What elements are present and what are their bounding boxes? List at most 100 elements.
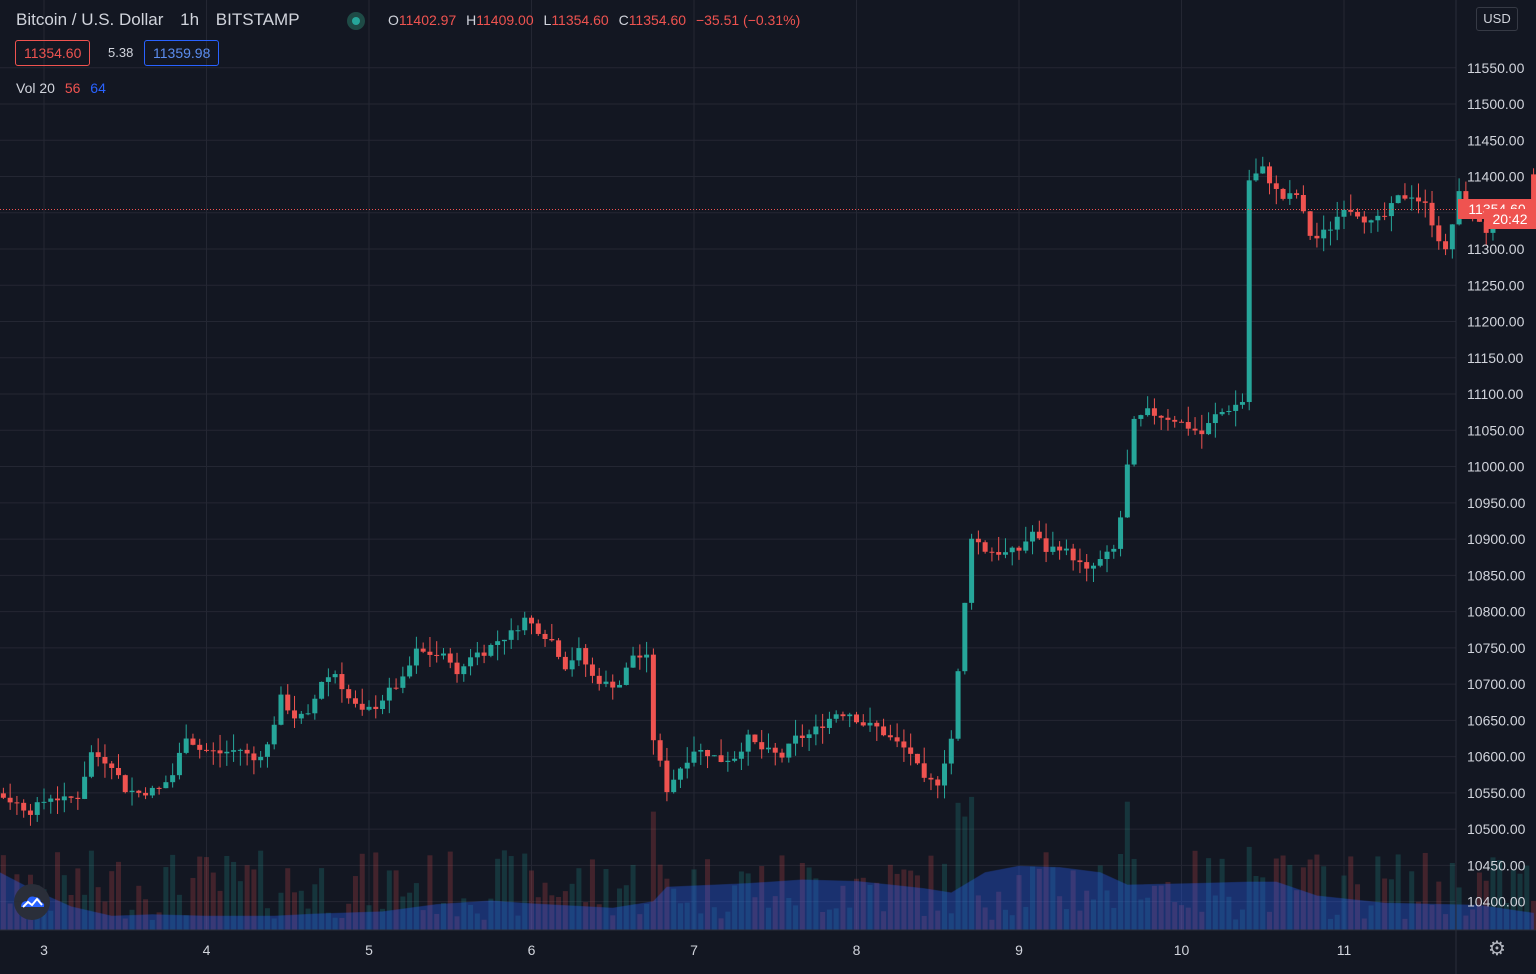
volume-bar [1226, 896, 1232, 930]
volume-bar [1280, 855, 1286, 930]
volume-bar [732, 885, 738, 930]
volume-bar [0, 855, 6, 930]
volume-legend[interactable]: Vol 20 56 64 [16, 80, 106, 96]
volume-bar [271, 918, 277, 930]
candle-body [637, 655, 643, 658]
volume-series [0, 796, 1536, 930]
volume-bar [1341, 875, 1347, 930]
volume-bar [231, 861, 237, 930]
volume-value-a: 56 [64, 80, 81, 96]
y-tick-label: 10700.00 [1467, 676, 1526, 692]
candle-body [623, 667, 629, 685]
y-tick-label: 10850.00 [1467, 567, 1526, 583]
candle-body [1165, 417, 1171, 420]
volume-bar [217, 890, 223, 930]
candle-body [359, 703, 365, 710]
volume-bar [698, 913, 704, 930]
volume-bar [1382, 878, 1388, 930]
volume-bar [1463, 915, 1469, 930]
candle-body [874, 722, 880, 727]
ask-button[interactable]: 11359.98 [144, 40, 220, 66]
volume-bar [549, 895, 555, 930]
candle-body [1145, 408, 1151, 416]
candle-body [34, 802, 40, 815]
candle-body [1422, 201, 1428, 203]
candle-body [1124, 464, 1130, 518]
volume-bar [1138, 899, 1144, 930]
volume-bar [935, 910, 941, 930]
candle-body [109, 763, 115, 768]
candle-body [156, 787, 162, 789]
candle-body [1382, 215, 1388, 217]
candle-body [1226, 410, 1232, 412]
symbol-name: Bitcoin / U.S. Dollar [16, 10, 164, 29]
candle-body [630, 655, 636, 668]
y-tick-label: 11150.00 [1467, 350, 1524, 366]
volume-bar [908, 870, 914, 930]
y-tick-label: 10750.00 [1467, 640, 1526, 656]
volume-bar [393, 870, 399, 930]
volume-bar [1036, 868, 1042, 930]
candle-body [908, 747, 914, 754]
candle-body [136, 790, 142, 793]
volume-bar [434, 913, 440, 930]
y-tick-label: 10950.00 [1467, 495, 1526, 511]
candle-body [1395, 195, 1401, 204]
volume-bar [637, 914, 643, 930]
candle-body [420, 648, 426, 652]
volume-bar [440, 902, 446, 930]
volume-bar [1118, 853, 1124, 930]
volume-bar [793, 905, 799, 930]
candle-body [122, 775, 128, 793]
volume-bar [237, 881, 243, 930]
volume-bar [325, 912, 331, 930]
volume-bar [1443, 914, 1449, 930]
volume-bar [264, 908, 270, 930]
currency-button[interactable]: USD [1476, 7, 1518, 31]
tradingview-cloud-icon[interactable] [14, 884, 50, 920]
volume-bar [204, 857, 209, 930]
volume-bar [833, 908, 839, 930]
candle-body [0, 793, 6, 798]
volume-bar [711, 907, 717, 930]
candle-body [508, 630, 514, 640]
candle-body [1084, 562, 1090, 569]
candle-body [1104, 551, 1110, 560]
volume-bar [115, 861, 121, 930]
volume-bar [21, 913, 27, 930]
volume-bar [989, 919, 995, 930]
open-label: O [388, 12, 399, 28]
candle-body [989, 551, 995, 553]
candle-body [1199, 430, 1205, 435]
candle-body [488, 644, 494, 656]
volume-bar [1063, 909, 1069, 930]
candle-body [346, 689, 352, 699]
bid-button[interactable]: 11354.60 [15, 40, 91, 66]
volume-bar [1355, 884, 1361, 930]
candle-body [1192, 428, 1198, 431]
volume-bar [346, 903, 352, 930]
volume-bar [650, 811, 656, 930]
market-status-icon[interactable] [347, 12, 365, 30]
volume-bar [61, 875, 67, 930]
volume-bar [1070, 870, 1076, 930]
volume-bar [481, 919, 487, 930]
candle-body [474, 652, 480, 658]
volume-bar [664, 878, 670, 930]
symbol-title[interactable]: Bitcoin / U.S. Dollar 1h BITSTAMP [16, 10, 300, 30]
volume-bar [1294, 890, 1300, 930]
candle-body [1348, 209, 1354, 212]
interval-label[interactable]: 1h [180, 10, 200, 29]
volume-bar [427, 855, 433, 930]
y-tick-label: 11500.00 [1467, 96, 1525, 112]
volume-bar [542, 882, 548, 930]
volume-bar [1104, 890, 1110, 930]
candle-body [1097, 559, 1103, 566]
candle-body [278, 694, 284, 725]
candle-body [765, 747, 771, 750]
gear-icon[interactable]: ⚙ [1488, 938, 1506, 960]
volume-bar [1097, 865, 1103, 930]
candle-body [1030, 531, 1036, 542]
candle-body [1280, 188, 1286, 199]
